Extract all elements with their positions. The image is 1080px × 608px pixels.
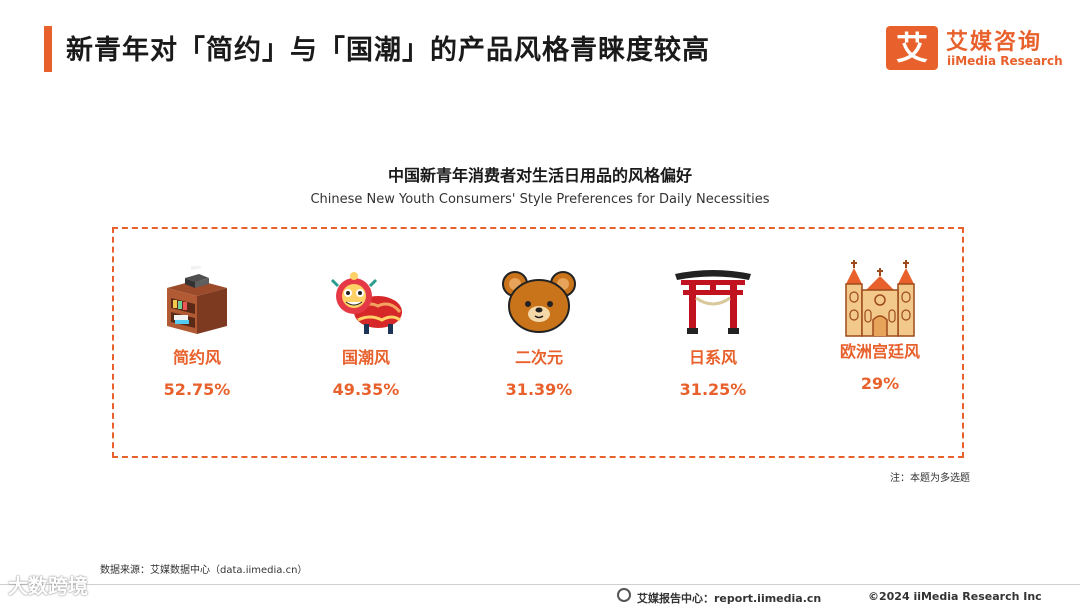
style-item-minimalist: 简约风 52.75% [127, 266, 267, 399]
style-label: 欧洲宫廷风 [839, 342, 920, 361]
logo-text-en: iiMedia Research [947, 54, 1063, 68]
globe-icon [617, 588, 631, 602]
logo-text-cn: 艾媒咨询 [946, 30, 1043, 55]
chart-title: 中国新青年消费者对生活日用品的风格偏好 [387, 166, 692, 185]
footer-report-link[interactable]: 艾媒报告中心：report.iimedia.cn [637, 592, 822, 605]
lion-dance-icon [330, 272, 402, 334]
footer-divider [0, 584, 1080, 585]
chart-note: 注：本题为多选题 [890, 473, 970, 484]
style-value: 31.25% [679, 380, 747, 399]
bear-face-icon [502, 271, 576, 333]
watermark: 大数跨境 [8, 574, 88, 598]
cathedral-icon [845, 260, 915, 337]
title-accent-bar [44, 26, 52, 72]
style-value: 49.35% [332, 380, 400, 399]
style-value: 52.75% [163, 380, 231, 399]
style-label: 简约风 [172, 348, 221, 367]
page-title: 新青年对「简约」与「国潮」的产品风格青睐度较高 [66, 35, 710, 66]
style-label: 日系风 [688, 348, 737, 367]
style-item-anime: 二次元 31.39% [469, 266, 609, 399]
style-item-japanese: 日系风 31.25% [643, 266, 783, 399]
brand-logo: 艾 艾媒咨询 iiMedia Research [886, 24, 1066, 76]
style-value: 31.39% [505, 380, 573, 399]
data-source: 数据来源：艾媒数据中心（data.iimedia.cn） [100, 565, 308, 576]
style-label: 国潮风 [341, 348, 390, 367]
style-item-european-palace: 欧洲宫廷风 29% [810, 260, 950, 393]
chart-subtitle: Chinese New Youth Consumers' Style Prefe… [310, 192, 770, 207]
torii-gate-icon [675, 270, 751, 334]
logo-mark-icon: 艾 [886, 26, 938, 70]
bookshelf-printer-icon [167, 266, 227, 334]
style-label: 二次元 [514, 348, 563, 367]
style-value: 29% [860, 374, 900, 393]
footer-copyright: ©2024 iiMedia Research Inc [868, 590, 1042, 603]
chart-frame [112, 227, 964, 458]
style-item-guochao: 国潮风 49.35% [296, 266, 436, 399]
